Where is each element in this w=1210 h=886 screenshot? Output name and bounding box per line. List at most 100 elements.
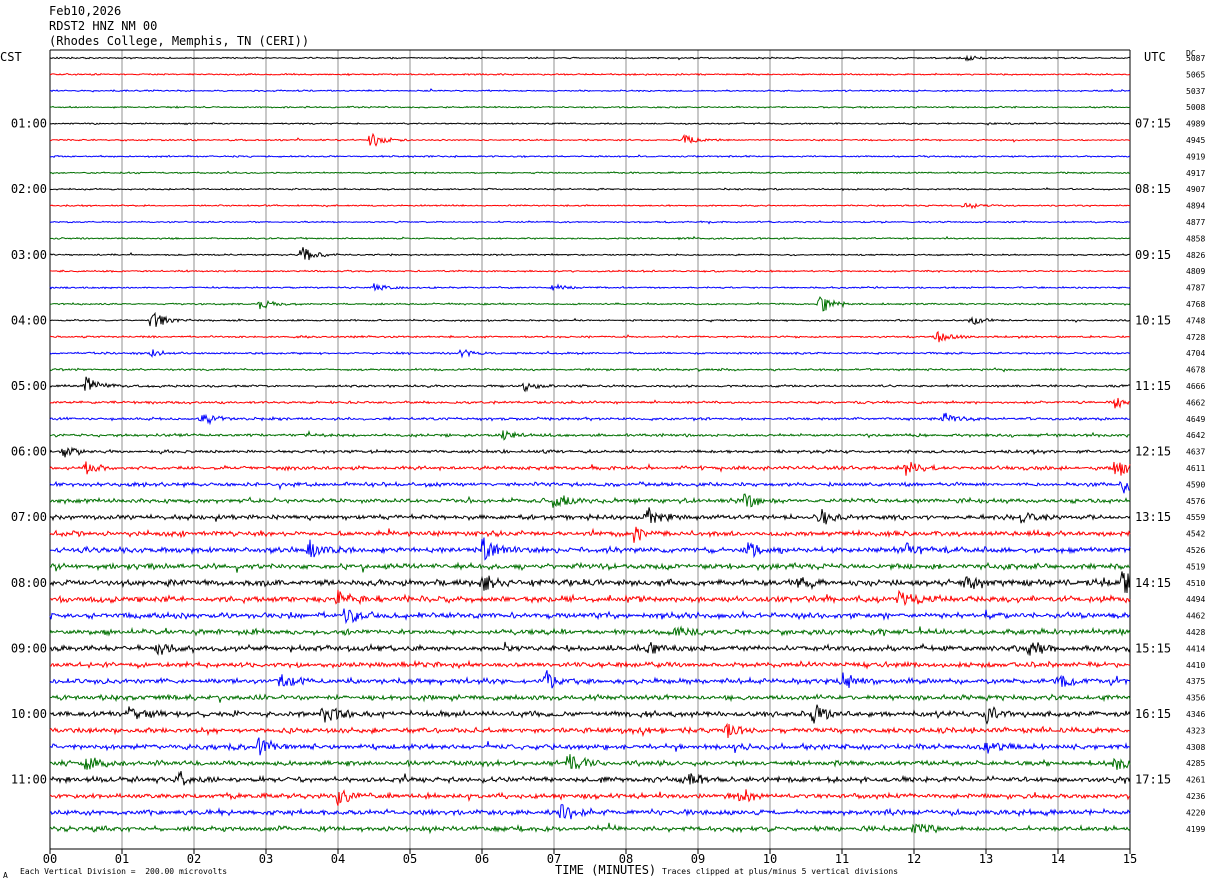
dc-offset-label: 4414 — [1186, 644, 1205, 653]
trace-line — [49, 132, 1131, 147]
utc-hour-label: 08:15 — [1135, 182, 1171, 196]
corner-mark: A — [3, 871, 8, 880]
cst-hour-label: 09:00 — [11, 641, 47, 655]
trace-line — [49, 537, 1131, 561]
trace-line — [49, 625, 1131, 637]
cst-hour-label: 08:00 — [11, 576, 47, 590]
trace-line — [49, 722, 1130, 739]
trace-line — [49, 121, 1131, 126]
dc-offset-label: 4576 — [1186, 497, 1205, 506]
dc-offset-label: 4356 — [1186, 694, 1205, 703]
dc-offset-label: 4826 — [1186, 251, 1205, 260]
trace-line — [49, 330, 1131, 343]
station-label: RDST2 HNZ NM 00 — [49, 19, 158, 33]
trace-line — [49, 412, 1131, 426]
dc-offset-label: 4917 — [1186, 169, 1205, 178]
dc-offset-label: 4945 — [1186, 136, 1205, 145]
x-tick-label: 11 — [835, 852, 849, 866]
trace-line — [49, 376, 1131, 393]
dc-offset-label: 5008 — [1186, 103, 1205, 112]
trace-line — [49, 461, 1131, 476]
trace-line — [49, 561, 1131, 573]
trace-line — [49, 670, 1131, 689]
trace-line — [49, 526, 1131, 543]
dc-offset-label: 4220 — [1186, 808, 1205, 817]
dc-offset-label: 4462 — [1186, 612, 1205, 621]
utc-hour-label: 09:15 — [1135, 248, 1171, 262]
dc-offset-label: 4768 — [1186, 300, 1205, 309]
x-tick-label: 10 — [763, 852, 777, 866]
dc-offset-label: 4678 — [1186, 366, 1205, 375]
x-tick-label: 15 — [1123, 852, 1137, 866]
dc-offset-label: 4494 — [1186, 595, 1205, 604]
trace-line — [50, 704, 1131, 725]
trace-line — [49, 804, 1131, 820]
dc-offset-label: 4236 — [1186, 792, 1205, 801]
dc-offset-label: 4662 — [1186, 398, 1205, 407]
trace-line — [49, 154, 1131, 159]
dc-offset-label: 5037 — [1186, 87, 1205, 96]
x-tick-label: 13 — [979, 852, 993, 866]
dc-offset-label: 4637 — [1186, 448, 1205, 457]
trace-line — [49, 105, 1131, 110]
dc-offset-label: 4704 — [1186, 349, 1205, 358]
dc-offset-label: 4787 — [1186, 284, 1205, 293]
trace-line — [49, 429, 1131, 441]
trace-line — [49, 397, 1131, 409]
dc-header-label: DC — [1186, 49, 1196, 58]
trace-line — [49, 754, 1131, 770]
trace-line — [49, 235, 1131, 241]
trace-line — [49, 269, 1131, 274]
left-zone-label: CST — [0, 50, 22, 64]
x-tick-label: 03 — [259, 852, 273, 866]
dc-offset-label: 4649 — [1186, 415, 1205, 424]
dc-offset-label: 4590 — [1186, 480, 1205, 489]
trace-line — [49, 296, 1131, 312]
dc-offset-label: 4748 — [1186, 316, 1205, 325]
trace-line — [49, 367, 1131, 373]
cst-hour-label: 07:00 — [11, 510, 47, 524]
dc-offset-label: 4728 — [1186, 333, 1205, 342]
dc-offset-label: 4919 — [1186, 152, 1205, 161]
trace-line — [49, 446, 1131, 458]
trace-line — [49, 202, 1130, 210]
dc-offset-label: 4323 — [1186, 726, 1205, 735]
cst-hour-label: 11:00 — [11, 773, 47, 787]
cst-hour-label: 01:00 — [11, 117, 47, 131]
cst-hour-label: 05:00 — [11, 379, 47, 393]
dc-offset-label: 4907 — [1186, 185, 1205, 194]
dc-offset-label: 4542 — [1186, 530, 1205, 539]
utc-hour-label: 07:15 — [1135, 117, 1171, 131]
dc-offset-label: 4519 — [1186, 562, 1205, 571]
utc-hour-label: 16:15 — [1135, 707, 1171, 721]
cst-hour-label: 02:00 — [11, 182, 47, 196]
trace-line — [49, 770, 1131, 786]
utc-hour-label: 15:15 — [1135, 641, 1171, 655]
right-zone-label: UTC — [1144, 50, 1166, 64]
plot-frame — [49, 49, 1131, 850]
dc-offset-label: 4559 — [1186, 513, 1205, 522]
trace-line — [49, 247, 1131, 261]
scale-note: Each Vertical Division = 200.00 microvol… — [20, 867, 228, 876]
x-tick-label: 08 — [619, 852, 633, 866]
trace-line — [49, 88, 1131, 93]
trace-line — [49, 72, 1131, 77]
utc-hour-label: 10:15 — [1135, 313, 1171, 327]
x-tick-label: 14 — [1051, 852, 1065, 866]
cst-hour-label: 03:00 — [11, 248, 47, 262]
trace-line — [49, 480, 1131, 494]
utc-hour-label: 12:15 — [1135, 445, 1171, 459]
dc-offset-label: 4308 — [1186, 743, 1205, 752]
trace-line — [49, 220, 1131, 225]
trace-line — [49, 589, 1131, 607]
trace-line — [49, 571, 1131, 594]
trace-line — [49, 507, 1131, 525]
utc-hour-label: 17:15 — [1135, 773, 1171, 787]
dc-offset-label: 4809 — [1186, 267, 1205, 276]
trace-line — [49, 311, 1131, 327]
dc-offset-label: 4858 — [1186, 234, 1205, 243]
x-tick-label: 01 — [115, 852, 129, 866]
dc-offset-label: 4199 — [1186, 825, 1205, 834]
trace-line — [49, 693, 1131, 703]
